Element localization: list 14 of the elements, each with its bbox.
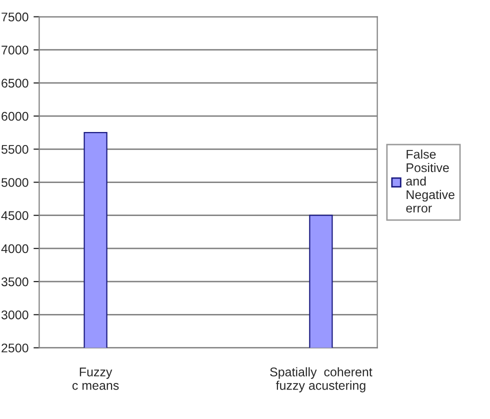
x-tick-label: Spatially coherent fuzzy acustering bbox=[270, 367, 372, 392]
y-tick-label: 6000 bbox=[2, 112, 28, 121]
y-tick-label: 7500 bbox=[2, 12, 28, 22]
y-tick-label: 5500 bbox=[1, 144, 28, 154]
x-tick-label: Fuzzy c means bbox=[72, 368, 119, 390]
y-tick-label: 7000 bbox=[2, 46, 28, 55]
y-tick-label: 2500 bbox=[2, 344, 28, 352]
y-tick-label: 3500 bbox=[1, 277, 28, 286]
y-tick-label: 6500 bbox=[2, 78, 28, 88]
legend-label: False Positive and Negative error bbox=[406, 150, 454, 213]
y-tick-label: 3000 bbox=[1, 310, 28, 320]
y-tick-label: 4500 bbox=[1, 211, 28, 220]
y-tick-label: 5000 bbox=[1, 178, 28, 187]
y-tick-label: 4000 bbox=[1, 244, 28, 254]
